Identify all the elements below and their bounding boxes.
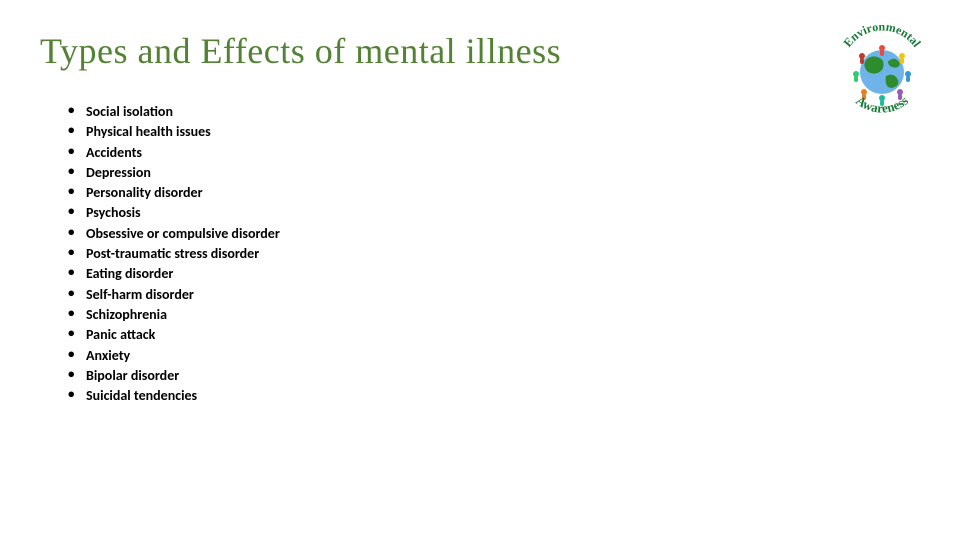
list-item: Eating disorder xyxy=(68,264,280,284)
list-item: Schizophrenia xyxy=(68,305,280,325)
list-item: Depression xyxy=(68,163,280,183)
list-item: Anxiety xyxy=(68,346,280,366)
list-item: Panic attack xyxy=(68,325,280,345)
page-title: Types and Effects of mental illness xyxy=(40,30,561,72)
list-item: Psychosis xyxy=(68,203,280,223)
effects-list: Social isolation Physical health issues … xyxy=(68,102,280,406)
list-item: Obsessive or compulsive disorder xyxy=(68,224,280,244)
list-item: Post-traumatic stress disorder xyxy=(68,244,280,264)
list-item: Bipolar disorder xyxy=(68,366,280,386)
globe-icon: Environmental Awareness xyxy=(832,20,932,120)
list-item: Accidents xyxy=(68,143,280,163)
list-item: Self-harm disorder xyxy=(68,285,280,305)
list-item: Personality disorder xyxy=(68,183,280,203)
list-item: Social isolation xyxy=(68,102,280,122)
list-item: Suicidal tendencies xyxy=(68,386,280,406)
list-item: Physical health issues xyxy=(68,122,280,142)
environmental-awareness-logo: Environmental Awareness xyxy=(832,20,932,120)
